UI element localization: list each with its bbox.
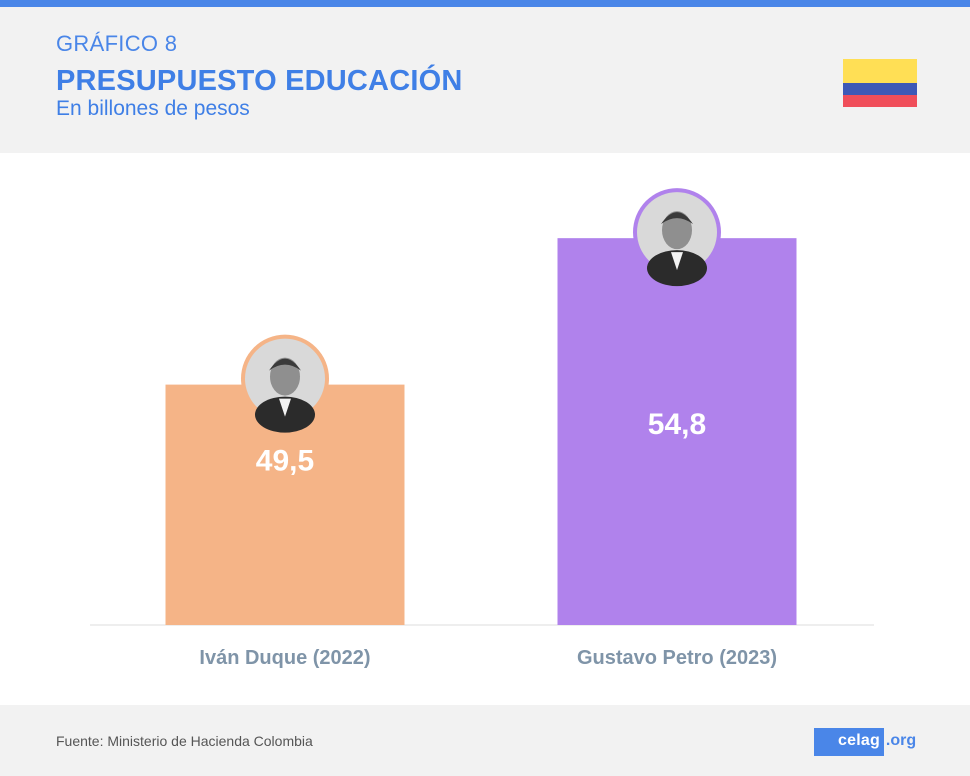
brand-name: celag (814, 728, 884, 756)
portrait-avatar-0 (241, 334, 329, 433)
value-label-0: 49,5 (256, 445, 314, 478)
celag-logo: celag .org (814, 728, 916, 756)
flag-stripe-red (843, 95, 917, 107)
portrait-avatar-1 (633, 188, 721, 287)
source-note: Fuente: Ministerio de Hacienda Colombia (56, 733, 313, 749)
value-label-1: 54,8 (648, 408, 706, 441)
chart-number: GRÁFICO 8 (56, 31, 178, 56)
chart-footer: Fuente: Ministerio de Hacienda Colombia … (0, 705, 970, 776)
avatar-collar (671, 252, 683, 271)
bar-chart-svg: 49,5 Iván Duque (2022) 54,8 Gustavo Petro (… (90, 188, 874, 669)
chart-title: PRESUPUESTO EDUCACIÓN (56, 65, 463, 97)
flag-stripe-yellow (843, 59, 917, 83)
category-label-0: Iván Duque (2022) (199, 647, 370, 669)
colombia-flag-icon (843, 59, 917, 107)
chart-header: GRÁFICO 8 PRESUPUESTO EDUCACIÓN En billo… (0, 7, 970, 153)
flag-stripe-blue (843, 83, 917, 95)
bar-1 (557, 238, 797, 625)
bar-chart: 49,5 Iván Duque (2022) 54,8 Gustavo Petro (… (0, 153, 970, 705)
avatar-collar (279, 398, 291, 417)
avatar-hair (269, 358, 301, 371)
chart-subtitle: En billones de pesos (56, 97, 250, 120)
top-accent-bar (0, 0, 970, 7)
avatar-hair (661, 212, 693, 225)
avatar-face (270, 357, 300, 396)
avatar-face (662, 211, 692, 250)
brand-domain: .org (885, 732, 917, 749)
category-label-1: Gustavo Petro (2023) (577, 647, 777, 669)
